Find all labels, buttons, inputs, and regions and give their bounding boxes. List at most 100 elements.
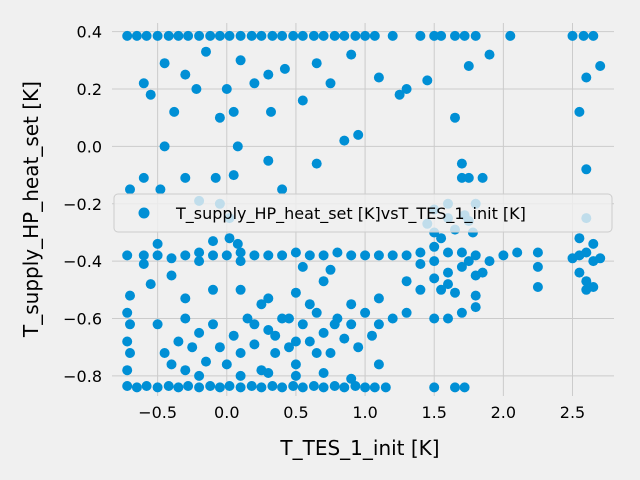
scatter-point [194,370,205,381]
scatter-point [242,313,253,324]
scatter-point [498,250,509,261]
scatter-point [235,348,246,358]
x-tick-label: 0.5 [283,403,308,422]
scatter-point [131,30,142,41]
scatter-point [290,287,301,298]
scatter-point [353,129,364,140]
scatter-point [436,30,447,41]
scatter-point [339,333,350,344]
scatter-point [205,381,216,391]
legend-box [113,193,613,233]
scatter-point [180,69,191,80]
scatter-point [429,256,440,267]
scatter-point [329,30,340,41]
scatter-point [422,75,433,86]
scatter-point [267,30,278,41]
scatter-point [138,78,149,89]
scatter-point [350,30,361,41]
scatter-point [415,259,426,269]
scatter-point [329,319,340,330]
scatter-point [436,233,447,244]
scatter-point [505,30,516,41]
scatter-point [221,250,232,261]
scatter-point [249,319,260,330]
scatter-point [532,282,543,292]
scatter-point [256,382,267,393]
scatter-point [429,313,440,324]
scatter-point [290,359,301,370]
scatter-point [318,382,329,393]
scatter-point [141,381,152,391]
scatter-point [311,307,322,318]
x-tick-label: 2.5 [560,403,585,422]
scatter-point [246,30,257,41]
scatter-point [125,348,135,358]
scatter-point [122,307,133,318]
scatter-point [145,279,156,290]
scatter-point [297,95,308,106]
scatter-point [138,250,149,261]
scatter-point [214,342,225,353]
scatter-point [263,155,274,166]
scatter-point [429,273,440,284]
scatter-point [463,172,474,183]
scatter-point [360,30,371,41]
scatter-point [456,261,467,272]
scatter-point [249,339,260,350]
scatter-point [208,284,218,295]
scatter-point [401,307,412,318]
scatter-point [339,382,350,393]
scatter-point [141,30,152,41]
scatter-point [221,84,232,94]
scatter-point [450,287,460,298]
scatter-point [224,30,235,41]
y-tick-label: −0.6 [63,310,102,329]
x-axis-label: T_TES_1_init [K] [279,436,439,460]
x-tick-label: 1.5 [421,403,446,422]
scatter-point [125,290,135,301]
scatter-point [456,172,467,183]
scatter-point [183,381,194,391]
scatter-point [308,381,319,391]
scatter-point [208,250,218,261]
scatter-point [532,247,543,258]
scatter-point [477,172,488,183]
scatter-point [214,112,225,123]
scatter-point [166,270,177,281]
scatter-point [232,141,243,152]
scatter-point [267,381,278,391]
scatter-point [470,290,481,301]
scatter-point [588,30,599,41]
scatter-point [173,336,184,347]
scatter-point [163,381,174,391]
scatter-point [463,61,474,71]
scatter-point [456,247,467,258]
scatter-point [470,250,481,261]
scatter-point [394,89,405,100]
legend: T_supply_HP_heat_set [K]vsT_TES_1_init [… [113,193,613,233]
scatter-point [595,61,606,71]
scatter-point [155,184,166,195]
scatter-point [415,30,426,41]
scatter-point [346,250,357,261]
scatter-point [122,365,133,376]
scatter-point [429,241,440,252]
scatter-point [122,381,133,391]
scatter-point [311,58,322,69]
scatter-point [232,238,243,249]
scatter-point [415,247,426,258]
scatter-point [329,381,340,391]
scatter-point [588,238,599,249]
y-axis-ticks: −0.8 −0.6 −0.4 −0.2 0.0 0.2 0.4 [63,23,102,386]
scatter-point [279,63,290,74]
scatter-point [581,72,592,83]
scatter-point [277,184,288,195]
scatter-point [284,313,294,324]
y-tick-label: 0.4 [77,23,102,42]
legend-label: T_supply_HP_heat_set [K]vsT_TES_1_init [… [175,204,526,224]
scatter-point [443,267,453,278]
scatter-point [180,172,191,183]
scatter-point [318,327,329,338]
scatter-point [367,330,377,341]
scatter-point [443,247,453,258]
